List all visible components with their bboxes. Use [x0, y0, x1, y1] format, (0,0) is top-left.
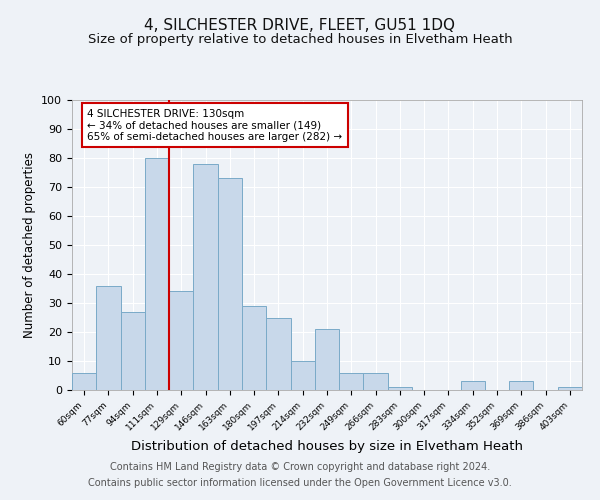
- Bar: [290, 361, 315, 390]
- Bar: [558, 387, 582, 390]
- Bar: [339, 372, 364, 390]
- Bar: [388, 387, 412, 390]
- Bar: [145, 158, 169, 390]
- Text: Size of property relative to detached houses in Elvetham Heath: Size of property relative to detached ho…: [88, 32, 512, 46]
- Bar: [461, 382, 485, 390]
- Text: Contains public sector information licensed under the Open Government Licence v3: Contains public sector information licen…: [88, 478, 512, 488]
- Bar: [72, 372, 96, 390]
- Text: 4 SILCHESTER DRIVE: 130sqm
← 34% of detached houses are smaller (149)
65% of sem: 4 SILCHESTER DRIVE: 130sqm ← 34% of deta…: [88, 108, 343, 142]
- Bar: [509, 382, 533, 390]
- Text: 4, SILCHESTER DRIVE, FLEET, GU51 1DQ: 4, SILCHESTER DRIVE, FLEET, GU51 1DQ: [145, 18, 455, 32]
- Bar: [266, 318, 290, 390]
- Bar: [169, 292, 193, 390]
- Bar: [315, 329, 339, 390]
- Bar: [96, 286, 121, 390]
- Bar: [218, 178, 242, 390]
- Y-axis label: Number of detached properties: Number of detached properties: [23, 152, 36, 338]
- Bar: [242, 306, 266, 390]
- X-axis label: Distribution of detached houses by size in Elvetham Heath: Distribution of detached houses by size …: [131, 440, 523, 453]
- Bar: [121, 312, 145, 390]
- Bar: [193, 164, 218, 390]
- Text: Contains HM Land Registry data © Crown copyright and database right 2024.: Contains HM Land Registry data © Crown c…: [110, 462, 490, 472]
- Bar: [364, 372, 388, 390]
